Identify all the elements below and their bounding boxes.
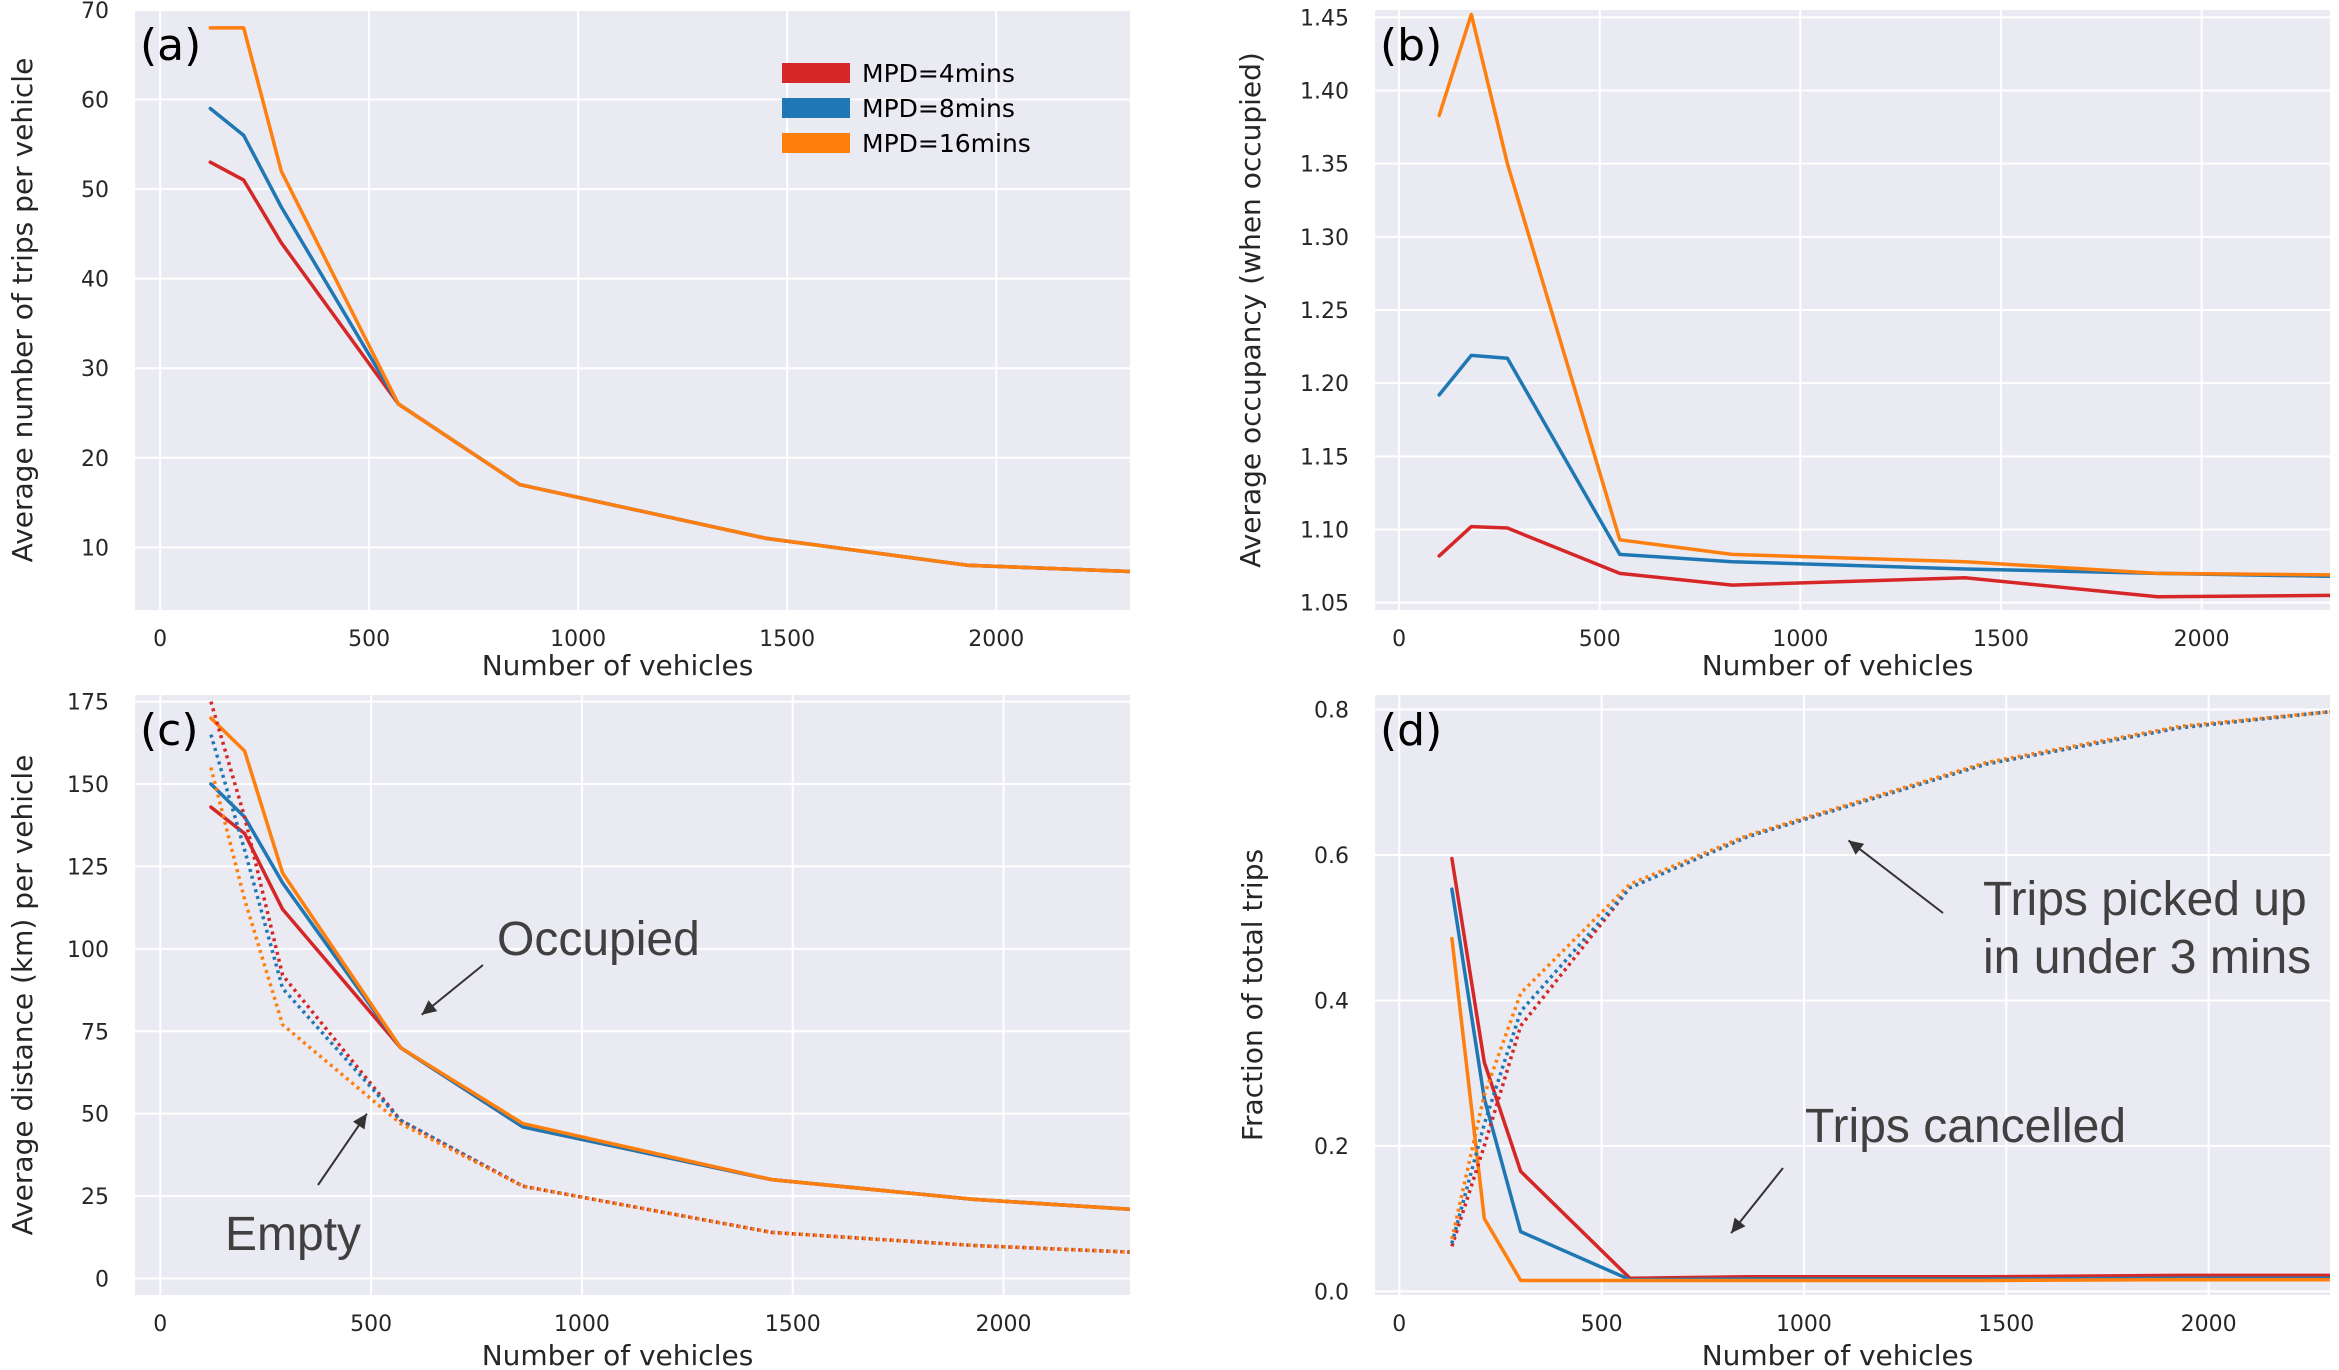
x-tick-label: 2000 <box>2174 627 2230 652</box>
x-tick-label: 1000 <box>550 627 606 652</box>
x-axis-label: Number of vehicles <box>482 1339 754 1370</box>
x-tick-label: 1500 <box>759 627 815 652</box>
panel-label: (b) <box>1380 20 1442 71</box>
x-tick-label: 500 <box>1581 1312 1623 1337</box>
annotation-picked-up-line1: Trips picked up <box>1983 873 2307 926</box>
legend-swatch <box>782 98 850 118</box>
series-group <box>1450 709 2330 1283</box>
legend-label: MPD=8mins <box>862 94 1015 123</box>
annotation-occupied: Occupied <box>497 913 700 966</box>
y-tick-label: 25 <box>81 1185 109 1210</box>
x-axis-label: Number of vehicles <box>482 649 754 682</box>
legend-swatch <box>782 133 850 153</box>
y-tick-label: 0.4 <box>1314 989 1349 1014</box>
arrow-empty-head <box>352 1113 367 1130</box>
x-tick-label: 1000 <box>1776 1312 1832 1337</box>
y-tick-label: 1.20 <box>1300 372 1349 397</box>
y-tick-label: 0.8 <box>1314 699 1349 724</box>
y-tick-label: 20 <box>81 447 109 472</box>
y-tick-label: 30 <box>81 357 109 382</box>
y-tick-label: 10 <box>81 536 109 561</box>
x-tick-label: 0 <box>1392 627 1406 652</box>
annotation-empty: Empty <box>225 1208 361 1261</box>
legend-label: MPD=16mins <box>862 129 1031 158</box>
series-group <box>208 26 1130 574</box>
legend: MPD=4mins MPD=8mins MPD=16mins <box>782 59 1031 158</box>
y-tick-label: 0.2 <box>1314 1135 1349 1160</box>
y-tick-label: 40 <box>81 268 109 293</box>
y-tick-label: 75 <box>81 1020 109 1045</box>
x-tick-label: 1500 <box>765 1312 821 1337</box>
annotation-picked-up-line2: in under 3 mins <box>1983 931 2311 984</box>
y-tick-label: 50 <box>81 1103 109 1128</box>
y-axis-label: Average number of trips per vehicle <box>6 58 39 563</box>
y-axis-label: Average occupancy (when occupied) <box>1234 52 1267 568</box>
panel-c: 0 500 1000 1500 2000 0 25 50 75 100 125 150 175 Numbe… <box>6 691 1130 1370</box>
y-tick-label: 100 <box>67 938 109 963</box>
annotation-cancelled: Trips cancelled <box>1805 1100 2126 1153</box>
panel-label: (d) <box>1380 705 1442 756</box>
x-tick-label: 0 <box>1392 1312 1406 1337</box>
panel-label: (c) <box>140 705 199 756</box>
panel-d: 0 500 1000 1500 2000 0.0 0.2 0.4 0.6 0.8 Number of… <box>1236 695 2330 1370</box>
x-axis-label: Number of vehicles <box>1702 1339 1974 1370</box>
panel-label: (a) <box>140 20 201 71</box>
x-tick-label: 1500 <box>1978 1312 2034 1337</box>
y-tick-label: 1.45 <box>1300 6 1349 31</box>
arrow-occupied-head <box>421 1000 438 1015</box>
series-group <box>1437 12 2330 599</box>
y-tick-label: 1.40 <box>1300 79 1349 104</box>
y-tick-label: 150 <box>67 773 109 798</box>
y-tick-label: 0.0 <box>1314 1280 1349 1305</box>
y-tick-label: 1.25 <box>1300 299 1349 324</box>
x-tick-label: 1500 <box>1973 627 2029 652</box>
x-axis-label: Number of vehicles <box>1702 649 1974 682</box>
series-line-mpd-8mins-trips-picked-up-in-under-3-mins <box>1450 709 2330 1244</box>
y-tick-label: 1.05 <box>1300 592 1349 617</box>
x-tick-label: 500 <box>350 1312 392 1337</box>
y-tick-label: 175 <box>67 691 109 716</box>
series-line-mpd-16mins <box>208 26 1130 574</box>
y-axis-label: Average distance (km) per vehicle <box>6 755 39 1236</box>
y-tick-label: 0.6 <box>1314 844 1349 869</box>
y-tick-label: 70 <box>81 0 109 24</box>
x-tick-label: 0 <box>153 627 167 652</box>
y-tick-label: 50 <box>81 178 109 203</box>
y-tick-label: 125 <box>67 855 109 880</box>
arrow-empty-shaft <box>317 1113 368 1186</box>
series-line-mpd-16mins-trips-cancelled <box>1450 936 2330 1283</box>
arrow-picked-up-head <box>1848 840 1865 855</box>
y-tick-label: 1.30 <box>1300 226 1349 251</box>
panel-a: 0 500 1000 1500 2000 10 20 30 40 50 60 70 Number of … <box>6 0 1130 682</box>
y-tick-label: 0 <box>95 1268 109 1293</box>
y-tick-label: 1.10 <box>1300 519 1349 544</box>
arrow-picked-up-shaft <box>1847 839 1944 914</box>
y-tick-label: 1.15 <box>1300 445 1349 470</box>
x-tick-label: 2000 <box>968 627 1024 652</box>
legend-label: MPD=4mins <box>862 59 1015 88</box>
series-line-mpd-4mins <box>1437 524 2330 599</box>
panel-b: 0 500 1000 1500 2000 1.05 1.10 1.15 1.20 1.25 1.30… <box>1234 6 2330 682</box>
x-tick-label: 1000 <box>554 1312 610 1337</box>
x-tick-label: 500 <box>348 627 390 652</box>
plot-area <box>1375 695 2330 1295</box>
series-group <box>209 701 1130 1254</box>
x-tick-label: 500 <box>1579 627 1621 652</box>
series-line-mpd-16mins-empty <box>209 767 1130 1254</box>
y-tick-label: 1.35 <box>1300 153 1349 178</box>
x-tick-label: 0 <box>153 1312 167 1337</box>
series-line-mpd-16mins <box>1437 12 2330 577</box>
y-axis-label: Fraction of total trips <box>1236 849 1269 1141</box>
x-tick-label: 2000 <box>976 1312 1032 1337</box>
x-tick-label: 1000 <box>1772 627 1828 652</box>
arrow-cancelled-head <box>1731 1217 1746 1234</box>
legend-swatch <box>782 63 850 83</box>
x-tick-label: 2000 <box>2181 1312 2237 1337</box>
y-tick-label: 60 <box>81 89 109 114</box>
series-line-mpd-16mins-occupied <box>209 716 1130 1212</box>
